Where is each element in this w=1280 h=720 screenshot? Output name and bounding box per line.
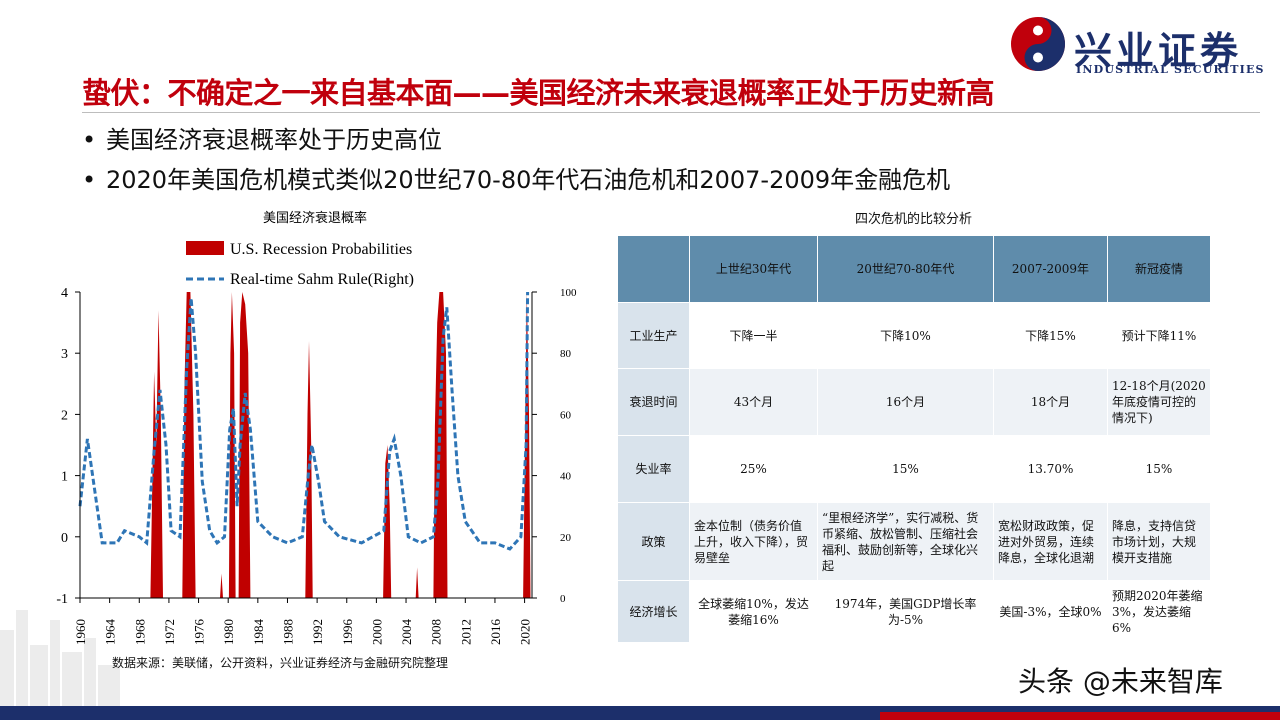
table-header-cell [617,235,690,303]
x-tick-label: 1984 [251,619,266,646]
y-left-tick-label: 2 [61,408,68,423]
table-cell: “里根经济学”，实行减税、货币紧缩、放松管制、压缩社会福利、鼓励创新等，全球化兴… [817,502,994,581]
table-cell: 43个月 [689,368,818,436]
table-row: 衰退时间 43个月 16个月 18个月 12-18个月(2020年底疫情可控的情… [617,368,1211,436]
table-header-cell: 新冠疫情 [1107,235,1211,303]
table-cell: 宽松财政政策，促进对外贸易，连续降息，全球化退潮 [993,502,1108,581]
x-tick-label: 2016 [488,619,503,646]
y-right-tick-label: 40 [560,471,572,483]
x-tick-label: 2004 [399,619,414,646]
table-header-cell: 20世纪70-80年代 [817,235,994,303]
y-right-tick-label: 20 [560,532,572,544]
x-tick-label: 1964 [103,619,118,646]
skyline-decoration [0,610,120,706]
logo-name-cn: 兴业证券 [1074,28,1243,73]
table-cell: 金本位制（债务价值上升，收入下降），贸易壁垒 [689,502,818,581]
x-tick-label: 1960 [73,619,88,645]
legend-label-sahm: Real-time Sahm Rule(Right) [230,271,414,288]
recession-chart: 美国经济衰退概率 U.S. Recession Probabilities Re… [56,210,577,646]
table-cell: 15% [817,435,994,503]
table-cell: 美国-3%，全球0% [993,580,1108,643]
logo-name-en: INDUSTRIAL SECURITIES [1076,63,1265,76]
table-row-label: 失业率 [617,435,690,503]
table-cell: 预计下降11% [1107,302,1211,369]
x-tick-label: 2020 [518,619,533,645]
bullet-list: 美国经济衰退概率处于历史高位 2020年美国危机模式类似20世纪70-80年代石… [82,120,950,200]
y-left-tick-label: -1 [56,592,68,607]
watermark-text: 头条 @未来智库 [1018,665,1223,698]
table-caption: 四次危机的比较分析 [854,212,972,227]
footer-accent [880,712,1280,720]
legend-swatch-probability [186,241,224,255]
x-tick-label: 2008 [429,619,444,645]
y-left-tick-label: 1 [61,470,68,485]
probability-area [80,292,532,598]
table-row: 政策 金本位制（债务价值上升，收入下降），贸易壁垒 “里根经济学”，实行减税、货… [617,502,1211,581]
y-right-tick-label: 100 [560,287,577,299]
table-cell: 下降10% [817,302,994,369]
x-tick-label: 1976 [192,619,207,646]
table-cell: 降息，支持信贷市场计划，大规模开支措施 [1107,502,1211,581]
y-left-tick-label: 4 [61,286,68,301]
y-right-tick-label: 60 [560,409,572,421]
table-row: 工业生产 下降一半 下降10% 下降15% 预计下降11% [617,302,1211,369]
bullet-item: 2020年美国危机模式类似20世纪70-80年代石油危机和2007-2009年金… [82,160,950,200]
data-source-note: 数据来源：美联储，公开资料，兴业证券经济与金融研究院整理 [112,656,449,670]
y-left-tick-label: 0 [61,531,68,546]
y-left-tick-label: 3 [61,347,68,362]
table-row: 经济增长 全球萎缩10%，发达萎缩16% 1974年，美国GDP增长率为-5% … [617,580,1211,643]
y-right-tick-label: 0 [560,593,566,605]
table-row-label: 经济增长 [617,580,690,643]
table-cell: 15% [1107,435,1211,503]
title-divider [82,112,1260,113]
x-tick-label: 1968 [132,619,147,645]
table-cell: 预期2020年萎缩3%，发达萎缩6% [1107,580,1211,643]
table-row-label: 政策 [617,502,690,581]
x-tick-label: 2012 [458,619,473,645]
sahm-rule-line [78,291,530,551]
table-cell: 全球萎缩10%，发达萎缩16% [689,580,818,643]
table-cell: 下降15% [993,302,1108,369]
x-tick-label: 1996 [340,619,355,646]
company-logo: 兴业证券 INDUSTRIAL SECURITIES [1008,14,1264,78]
table-cell: 12-18个月(2020年底疫情可控的情况下) [1107,368,1211,436]
table-cell: 13.70% [993,435,1108,503]
x-tick-label: 1992 [310,619,325,645]
table-cell: 18个月 [993,368,1108,436]
x-tick-label: 2000 [369,619,384,645]
table-row: 失业率 25% 15% 13.70% 15% [617,435,1211,503]
table-header-cell: 2007-2009年 [993,235,1108,303]
table-header-cell: 上世纪30年代 [689,235,818,303]
table-cell: 1974年，美国GDP增长率为-5% [817,580,994,643]
chart-title: 美国经济衰退概率 [263,210,367,226]
table-row-label: 工业生产 [617,302,690,369]
x-tick-label: 1980 [221,619,236,645]
table-header-row: 上世纪30年代 20世纪70-80年代 2007-2009年 新冠疫情 [617,235,1211,303]
comparison-table: 上世纪30年代 20世纪70-80年代 2007-2009年 新冠疫情 工业生产… [617,235,1211,643]
legend-label-probability: U.S. Recession Probabilities [230,241,412,258]
table-row-label: 衰退时间 [617,368,690,436]
bullet-item: 美国经济衰退概率处于历史高位 [82,120,950,160]
slide-title: 蛰伏：不确定之一来自基本面——美国经济未来衰退概率正处于历史新高 [82,76,995,110]
table-cell: 下降一半 [689,302,818,369]
x-tick-label: 1972 [162,619,177,645]
y-right-tick-label: 80 [560,348,572,360]
table-cell: 16个月 [817,368,994,436]
chart-legend: U.S. Recession Probabilities Real-time S… [186,241,414,288]
x-tick-label: 1988 [280,619,295,645]
table-cell: 25% [689,435,818,503]
logo-emblem-icon [1011,17,1065,71]
